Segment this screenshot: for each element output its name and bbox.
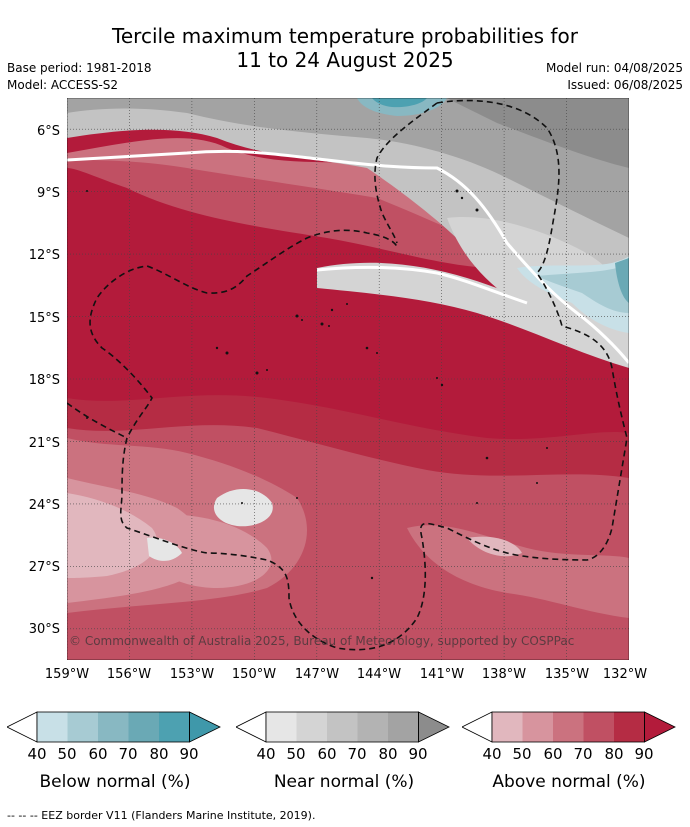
lon-tick: 156°W (106, 667, 152, 682)
near-normal-region-east (447, 217, 629, 358)
colorbar-below-tick: 40 (27, 745, 47, 763)
lat-tick: 30°S (28, 622, 60, 637)
colorbar-above-tick: 60 (543, 745, 563, 763)
colorbar-near-title: Near normal (%) (273, 772, 415, 792)
colorbar-above-tick: 80 (604, 745, 624, 763)
lat-tick: 9°S (36, 186, 60, 201)
issued-date: Issued: 06/08/2025 (567, 78, 683, 92)
title-line-1: Tercile maximum temperature probabilitie… (112, 24, 578, 48)
colorbar-below-tick: 60 (88, 745, 108, 763)
lat-tick: 24°S (28, 498, 60, 513)
near-normal-region-island-south (213, 488, 273, 527)
colorbar-above-normal (462, 711, 676, 743)
eez-borders (67, 99, 628, 651)
lat-tick: 21°S (28, 436, 60, 451)
tercile-boundary-line (67, 149, 629, 364)
near-normal-region-north-darkest (447, 98, 629, 168)
lon-tick: 159°W (44, 667, 90, 682)
lat-tick: 27°S (28, 560, 60, 575)
lat-tick: 6°S (36, 124, 60, 139)
lon-tick: 135°W (544, 667, 590, 682)
lon-tick: 132°W (602, 667, 648, 682)
lon-tick: 144°W (356, 667, 402, 682)
above-normal-region-60b (407, 525, 629, 618)
lon-tick: 153°W (169, 667, 215, 682)
above-normal-region-50b (127, 514, 272, 588)
lat-tick: 18°S (28, 373, 60, 388)
near-normal-region-band (317, 262, 629, 368)
colorbar-near-tick: 80 (378, 745, 398, 763)
copyright-text: © Commonwealth of Australia 2025, Bureau… (69, 634, 574, 648)
model-name: Model: ACCESS-S2 (7, 78, 119, 92)
colorbar-near-tick: 60 (317, 745, 337, 763)
gridlines (67, 98, 629, 660)
title-line-2: 11 to 24 August 2025 (236, 48, 454, 72)
colorbar-below-tick: 80 (149, 745, 169, 763)
colorbar-near-tick: 50 (286, 745, 306, 763)
near-normal-region-north-dark (67, 98, 629, 238)
colorbar-above-tick: 40 (482, 745, 502, 763)
below-normal-region-east-mid (537, 268, 629, 313)
colorbar-above-title: Above normal (%) (492, 772, 646, 792)
lat-tick: 15°S (28, 311, 60, 326)
near-normal-region-island-south-b (147, 537, 182, 561)
islands (86, 189, 548, 580)
model-run: Model run: 04/08/2025 (545, 61, 683, 75)
colorbar-below-title: Below normal (%) (39, 772, 191, 792)
lon-tick: 147°W (294, 667, 340, 682)
eez-legend-footer: -- -- -- EEZ border V11 (Flanders Marine… (7, 809, 316, 822)
lon-tick: 141°W (419, 667, 465, 682)
probability-map: © Commonwealth of Australia 2025, Bureau… (67, 98, 629, 660)
colorbar-near-tick: 70 (347, 745, 367, 763)
tercile-boundary-line-b (316, 265, 528, 305)
above-normal-region-40 (67, 493, 157, 578)
above-normal-region-40b (467, 536, 522, 557)
lon-tick: 150°W (231, 667, 277, 682)
base-period: Base period: 1981-2018 (7, 61, 152, 75)
colorbar-below-tick: 50 (57, 745, 77, 763)
colorbar-above-tick: 50 (512, 745, 532, 763)
colorbar-above-tick: 90 (634, 745, 654, 763)
colorbar-near-tick: 40 (256, 745, 276, 763)
lon-tick: 138°W (481, 667, 527, 682)
colorbar-below-tick: 70 (118, 745, 138, 763)
colorbar-below-tick: 90 (179, 745, 199, 763)
colorbar-below-normal (7, 711, 221, 743)
colorbar-near-normal (236, 711, 450, 743)
lat-tick: 12°S (28, 248, 60, 263)
colorbar-near-tick: 90 (408, 745, 428, 763)
colorbar-above-tick: 70 (573, 745, 593, 763)
below-normal-region-east-dark (615, 258, 629, 303)
below-normal-region-north-dark (372, 98, 427, 108)
